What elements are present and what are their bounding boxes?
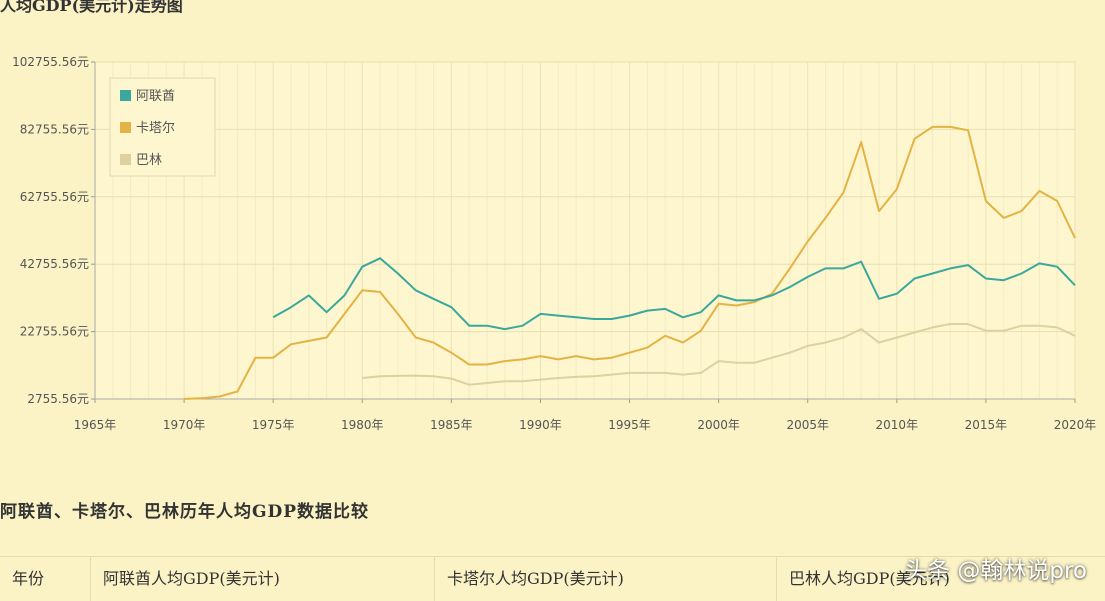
plot-area	[94, 61, 1076, 400]
x-tick-label: 2020年	[1054, 418, 1097, 432]
header-bahrain-gdp[interactable]: 巴林人均GDP(美元计)	[776, 557, 1105, 601]
header-year[interactable]: 年份	[12, 569, 45, 588]
y-tick-label: 102755.56元	[12, 55, 89, 69]
series-line-uae	[272, 257, 1076, 331]
y-tick-label: 42755.56元	[20, 257, 89, 271]
header-uae-gdp[interactable]: 阿联酋人均GDP(美元计)	[90, 557, 434, 601]
x-tick-label: 2000年	[697, 418, 740, 432]
header-qatar-gdp[interactable]: 卡塔尔人均GDP(美元计)	[434, 557, 776, 601]
gdp-data-table: 年份 阿联酋人均GDP(美元计) 卡塔尔人均GDP(美元计) 巴林人均GDP(美…	[0, 556, 1105, 601]
chart-axes: 2755.56元 22755.56元 42755.56元 62755.56元 82755…	[12, 55, 1096, 432]
y-tick-label: 22755.56元	[20, 325, 89, 339]
legend-label: 巴林	[136, 153, 162, 168]
gdp-line-chart: 2755.56元 22755.56元 42755.56元 62755.56元 82755…	[12, 55, 1096, 432]
x-tick-label: 1985年	[430, 418, 473, 432]
x-tick-label: 1965年	[74, 418, 117, 432]
legend-label: 卡塔尔	[136, 121, 175, 136]
y-tick-label: 2755.56元	[27, 392, 89, 406]
chart-series	[184, 125, 1076, 400]
y-tick-label: 62755.56元	[20, 190, 89, 204]
watermark-text: 头条 @翰林说pro	[904, 558, 1087, 584]
x-tick-label: 1975年	[252, 418, 295, 432]
x-tick-label: 1970年	[163, 418, 206, 432]
x-tick-label: 2010年	[876, 418, 919, 432]
x-tick-label: 1980年	[341, 418, 384, 432]
section-title: 阿联酋、卡塔尔、巴林历年人均GDP数据比较	[0, 502, 370, 522]
x-tick-label: 1990年	[519, 418, 562, 432]
x-tick-label: 1995年	[608, 418, 651, 432]
series-line-qatar	[184, 125, 1076, 400]
x-tick-label: 2005年	[786, 418, 829, 432]
x-tick-label: 2015年	[965, 418, 1008, 432]
y-tick-label: 82755.56元	[20, 122, 89, 136]
table-header-row: 年份 阿联酋人均GDP(美元计) 卡塔尔人均GDP(美元计) 巴林人均GDP(美…	[0, 557, 1105, 601]
legend-swatch	[120, 154, 131, 165]
legend-swatch	[120, 122, 131, 133]
legend-swatch	[120, 90, 131, 101]
series-line-bahrain	[362, 323, 1076, 386]
chart-grid	[94, 61, 1076, 400]
legend-label: 阿联酋	[136, 88, 175, 104]
chart-title: 人均GDP(美元计)走势图	[0, 0, 183, 15]
